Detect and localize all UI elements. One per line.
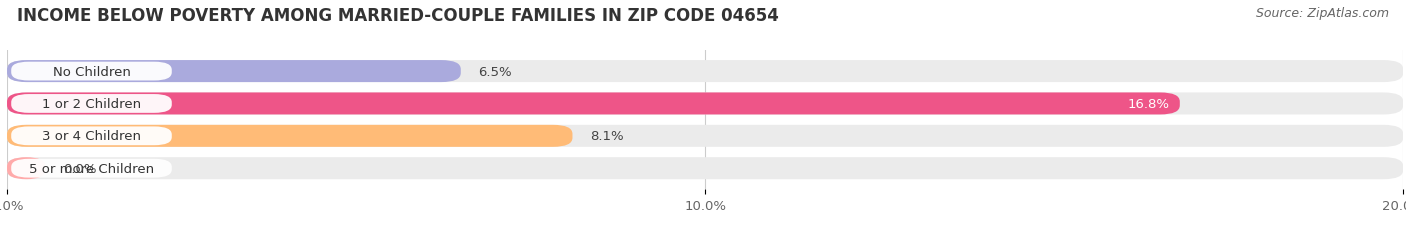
FancyBboxPatch shape — [7, 93, 1403, 115]
Text: 5 or more Children: 5 or more Children — [30, 162, 155, 175]
Text: 3 or 4 Children: 3 or 4 Children — [42, 130, 141, 143]
Text: 1 or 2 Children: 1 or 2 Children — [42, 97, 141, 110]
Text: Source: ZipAtlas.com: Source: ZipAtlas.com — [1256, 7, 1389, 20]
FancyBboxPatch shape — [7, 61, 461, 83]
FancyBboxPatch shape — [7, 158, 1403, 179]
FancyBboxPatch shape — [7, 158, 45, 179]
FancyBboxPatch shape — [7, 125, 572, 147]
Text: INCOME BELOW POVERTY AMONG MARRIED-COUPLE FAMILIES IN ZIP CODE 04654: INCOME BELOW POVERTY AMONG MARRIED-COUPL… — [17, 7, 779, 25]
FancyBboxPatch shape — [11, 127, 172, 146]
FancyBboxPatch shape — [7, 93, 1180, 115]
Text: 16.8%: 16.8% — [1128, 97, 1170, 110]
FancyBboxPatch shape — [7, 125, 1403, 147]
Text: 6.5%: 6.5% — [478, 65, 512, 78]
FancyBboxPatch shape — [7, 61, 1403, 83]
FancyBboxPatch shape — [11, 62, 172, 81]
Text: No Children: No Children — [52, 65, 131, 78]
FancyBboxPatch shape — [11, 95, 172, 113]
Text: 8.1%: 8.1% — [591, 130, 623, 143]
Text: 0.0%: 0.0% — [63, 162, 97, 175]
FancyBboxPatch shape — [11, 159, 172, 178]
